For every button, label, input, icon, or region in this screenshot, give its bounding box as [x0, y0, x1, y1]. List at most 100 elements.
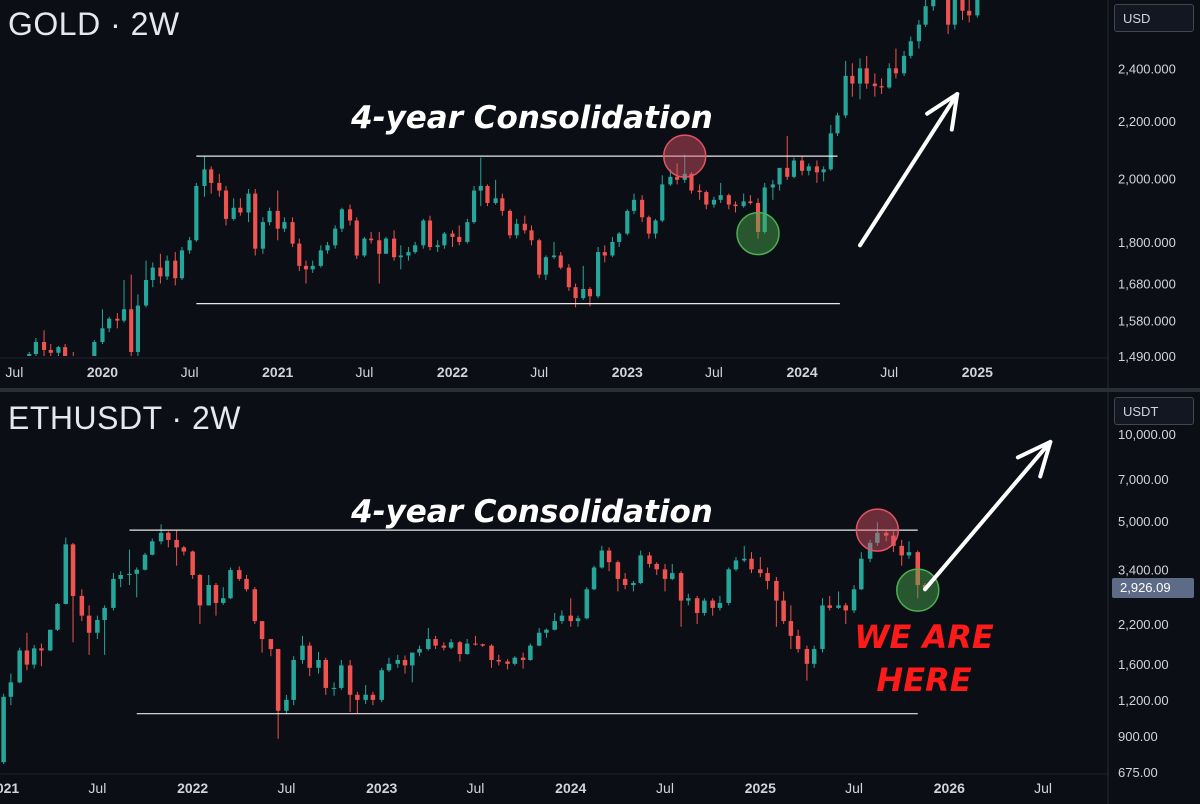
- candle-down: [622, 573, 628, 590]
- candle-up: [150, 262, 155, 288]
- support-marker-circle[interactable]: [736, 211, 780, 256]
- pane-divider[interactable]: [0, 388, 1200, 392]
- candle-up: [95, 615, 100, 640]
- x-tick-label: Jul: [656, 780, 674, 796]
- candle-down: [354, 217, 359, 259]
- candle-up: [916, 20, 921, 49]
- candle-up: [142, 552, 148, 571]
- resistance-marker-circle[interactable]: [855, 508, 900, 552]
- candle-down: [441, 642, 447, 651]
- candle-up: [417, 645, 422, 657]
- candle-down: [879, 78, 884, 94]
- consolidation-annotation[interactable]: 4-year Consolidation: [350, 100, 713, 136]
- candle-up: [47, 629, 53, 652]
- eth-chart-panel[interactable]: 4-year Consolidation 10,000.00 7,000.00 5,0…: [0, 392, 1200, 804]
- gold-chart-svg[interactable]: 4-year Consolidation 2,400.000 2,200.000 2,…: [0, 0, 1200, 388]
- candle-up: [843, 60, 848, 119]
- candle-up: [284, 694, 289, 715]
- candle-down: [967, 0, 972, 23]
- candle-up: [544, 628, 549, 638]
- candle-down: [41, 330, 47, 356]
- candle-up: [923, 0, 928, 28]
- candle-up: [742, 545, 747, 563]
- candle-up: [717, 595, 723, 611]
- x-tick-label: Jul: [845, 780, 863, 796]
- candle-down: [370, 691, 376, 706]
- x-tick-label: Jul: [530, 364, 548, 380]
- candle-up: [260, 217, 265, 254]
- upward-arrow[interactable]: [923, 439, 1053, 592]
- candle-up: [363, 685, 368, 705]
- candle-down: [678, 571, 684, 627]
- x-tick-label: Jul: [1034, 780, 1052, 796]
- y-tick-label: 1,200.00: [1118, 693, 1169, 708]
- candle-down: [252, 587, 258, 624]
- candle-up: [908, 36, 913, 59]
- we-are-here-callout-line[interactable]: HERE: [876, 661, 971, 699]
- candle-up: [811, 645, 817, 668]
- candle-up: [107, 316, 112, 333]
- candle-up: [386, 657, 392, 672]
- candle-up: [118, 571, 123, 588]
- candle-up: [33, 338, 38, 356]
- resistance-marker-circle[interactable]: [663, 134, 707, 178]
- candle-down: [39, 643, 44, 667]
- candle-down: [697, 184, 702, 200]
- candle-down: [63, 343, 68, 356]
- candle-up: [625, 209, 630, 236]
- candle-up: [179, 246, 185, 280]
- candle-up: [591, 565, 597, 591]
- eth-currency-badge[interactable]: USDT: [1114, 397, 1194, 425]
- x-tick-label: Jul: [355, 364, 373, 380]
- gold-currency-badge[interactable]: USD: [1114, 4, 1194, 32]
- candle-down: [347, 204, 353, 226]
- x-tick-label: 2022: [437, 364, 468, 380]
- we-are-here-callout-line[interactable]: WE ARE: [854, 618, 994, 656]
- candle-up: [660, 175, 665, 223]
- candle-down: [675, 163, 680, 185]
- eth-chart-svg[interactable]: 4-year Consolidation 10,000.00 7,000.00 5,0…: [0, 392, 1200, 804]
- candle-up: [92, 340, 97, 356]
- candle-down: [646, 215, 651, 239]
- x-tick-label: Jul: [880, 364, 898, 380]
- candle-up: [426, 627, 431, 651]
- candle-up: [835, 112, 840, 137]
- candle-down: [297, 238, 302, 272]
- candle-down: [606, 547, 612, 572]
- y-tick-label: 1,680.000: [1118, 277, 1176, 292]
- candle-down: [402, 655, 408, 674]
- candle-up: [246, 188, 251, 223]
- candle-up: [653, 218, 658, 239]
- candle-down: [804, 645, 810, 681]
- candle-down: [755, 198, 761, 239]
- candle-up: [379, 667, 384, 702]
- candle-up: [121, 279, 127, 323]
- candle-down: [174, 530, 179, 566]
- gold-chart-panel[interactable]: 4-year Consolidation 2,400.000 2,200.000 2,…: [0, 0, 1200, 388]
- candle-down: [733, 201, 738, 213]
- candle-down: [190, 550, 195, 579]
- candle-down: [78, 360, 82, 370]
- candle-up: [339, 659, 344, 690]
- candle-up: [231, 198, 236, 221]
- candle-down: [883, 530, 889, 542]
- candle-down: [785, 136, 790, 180]
- support-marker-circle[interactable]: [896, 568, 940, 612]
- candle-down: [662, 563, 668, 592]
- candle-up: [686, 593, 691, 606]
- y-tick-label: 5,000.00: [1118, 514, 1169, 529]
- candle-down: [450, 230, 455, 247]
- candle-up: [741, 193, 746, 208]
- eth-last-price-tag: 2,926.09: [1112, 578, 1194, 599]
- candle-up: [448, 639, 454, 650]
- candle-up: [702, 598, 707, 616]
- candle-up: [493, 179, 498, 205]
- candle-up: [63, 537, 69, 605]
- upward-arrow[interactable]: [858, 91, 960, 248]
- candle-up: [638, 550, 643, 585]
- candle-down: [872, 73, 877, 97]
- consolidation-annotation[interactable]: 4-year Consolidation: [350, 494, 713, 530]
- candle-series: [1, 522, 928, 764]
- candle-down: [850, 63, 855, 97]
- candle-up: [610, 236, 615, 258]
